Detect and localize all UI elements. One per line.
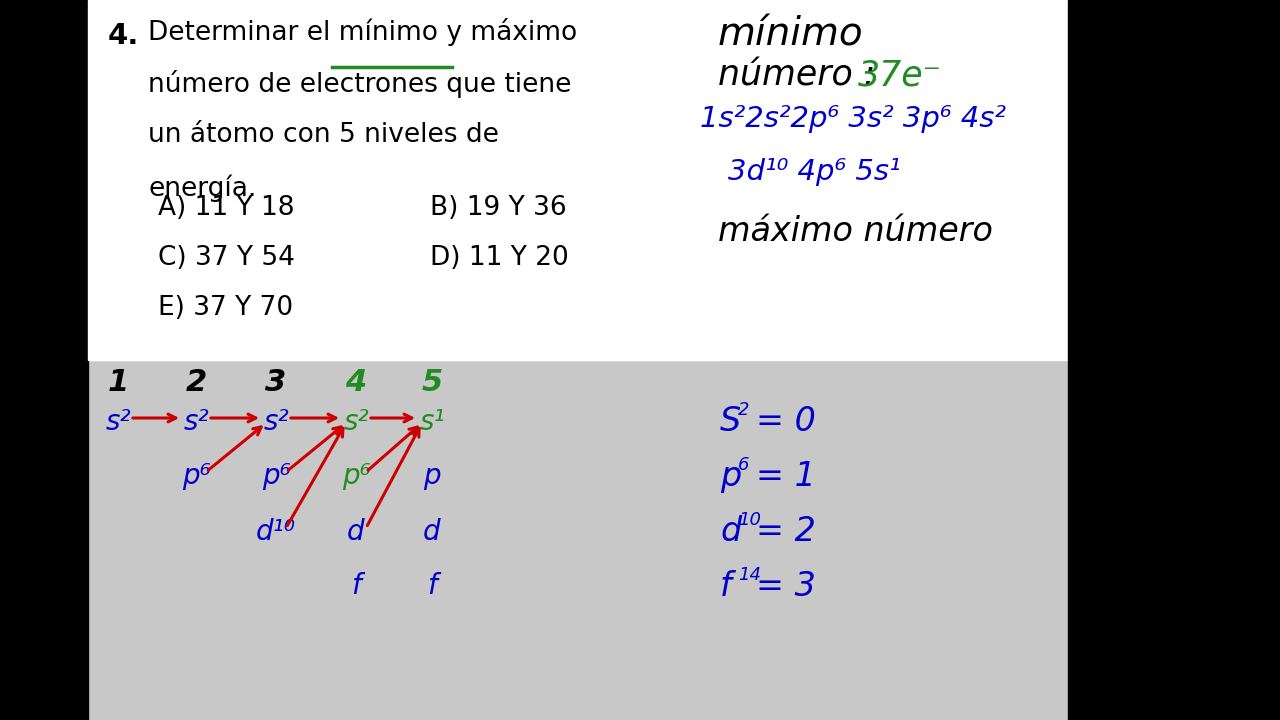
Text: = 0: = 0 xyxy=(756,405,815,438)
Bar xyxy=(88,0,718,360)
Text: 3d¹⁰ 4p⁶ 5s¹: 3d¹⁰ 4p⁶ 5s¹ xyxy=(728,158,901,186)
Text: = 2: = 2 xyxy=(756,515,815,548)
Text: d: d xyxy=(719,515,741,548)
Text: p⁶: p⁶ xyxy=(342,462,370,490)
Text: d¹⁰: d¹⁰ xyxy=(256,518,296,546)
Text: 2: 2 xyxy=(186,368,206,397)
Text: d: d xyxy=(347,518,365,546)
Text: 14: 14 xyxy=(739,566,762,584)
Text: f: f xyxy=(428,572,436,600)
Text: 6: 6 xyxy=(739,456,750,474)
Text: = 3: = 3 xyxy=(756,570,815,603)
Text: d: d xyxy=(424,518,440,546)
Text: 10: 10 xyxy=(739,511,762,529)
Text: f: f xyxy=(719,570,732,603)
Text: número :: número : xyxy=(718,58,887,92)
Text: D) 11 Y 20: D) 11 Y 20 xyxy=(430,245,568,271)
Text: p⁶: p⁶ xyxy=(182,462,210,490)
Text: 4: 4 xyxy=(346,368,366,397)
Text: p: p xyxy=(719,460,741,493)
Text: 37e⁻: 37e⁻ xyxy=(858,58,942,92)
Bar xyxy=(1068,0,1280,720)
Text: máximo número: máximo número xyxy=(718,215,993,248)
Text: = 1: = 1 xyxy=(756,460,815,493)
Text: número de electrones que tiene: número de electrones que tiene xyxy=(148,70,571,98)
Text: p: p xyxy=(424,462,440,490)
Text: f: f xyxy=(351,572,361,600)
Bar xyxy=(0,0,88,720)
Text: energía.: energía. xyxy=(148,174,256,202)
Text: 1: 1 xyxy=(108,368,128,397)
Text: un átomo con 5 niveles de: un átomo con 5 niveles de xyxy=(148,122,499,148)
Text: E) 37 Y 70: E) 37 Y 70 xyxy=(157,295,293,321)
Text: s¹: s¹ xyxy=(419,408,445,436)
Text: 5: 5 xyxy=(421,368,443,397)
Text: S: S xyxy=(719,405,741,438)
Text: 2: 2 xyxy=(739,401,750,419)
Text: 3: 3 xyxy=(265,368,287,397)
Text: A) 11 Y 18: A) 11 Y 18 xyxy=(157,195,294,221)
Bar xyxy=(0,0,1280,360)
Text: s²: s² xyxy=(105,408,131,436)
Text: s²: s² xyxy=(343,408,369,436)
Text: Determinar el mínimo y máximo: Determinar el mínimo y máximo xyxy=(148,18,577,46)
Text: C) 37 Y 54: C) 37 Y 54 xyxy=(157,245,294,271)
Text: B) 19 Y 36: B) 19 Y 36 xyxy=(430,195,567,221)
Text: p⁶: p⁶ xyxy=(261,462,291,490)
Text: s²: s² xyxy=(264,408,289,436)
Text: 1s²2s²2p⁶ 3s² 3p⁶ 4s²: 1s²2s²2p⁶ 3s² 3p⁶ 4s² xyxy=(700,105,1006,133)
Text: 4.: 4. xyxy=(108,22,140,50)
Text: s²: s² xyxy=(183,408,209,436)
Text: mínimo: mínimo xyxy=(718,15,864,53)
